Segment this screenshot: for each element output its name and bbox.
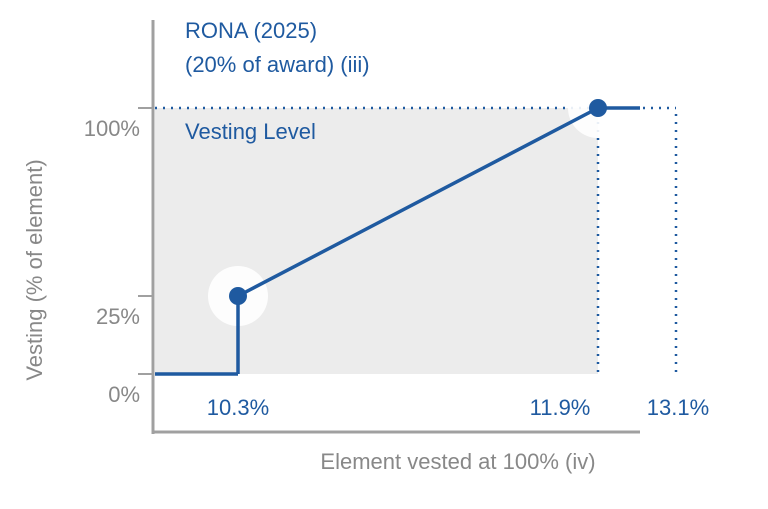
y-tick-label: 0% <box>108 382 140 407</box>
y-axis-label: Vesting (% of element) <box>22 159 47 380</box>
chart-subtitle: (20% of award) (iii) <box>185 52 370 77</box>
x-tick-label: 11.9% <box>530 395 591 420</box>
y-tick-label: 25% <box>96 304 140 329</box>
x-axis-label: Element vested at 100% (iv) <box>320 449 595 474</box>
chart-title: RONA (2025) <box>185 18 317 43</box>
point <box>589 99 607 117</box>
shaded-region <box>155 108 598 374</box>
annotation: Vesting Level <box>185 119 316 144</box>
point <box>229 287 247 305</box>
x-tick-label: 13.1% <box>647 395 709 420</box>
y-tick-label: 100% <box>84 116 140 141</box>
x-tick-label: 10.3% <box>207 395 269 420</box>
